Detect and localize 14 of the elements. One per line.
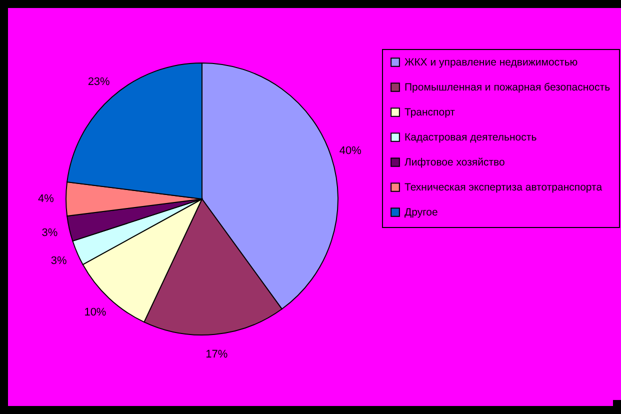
data-label: 4% [38,193,54,205]
legend-label: ЖКХ и управление недвижимостью [404,56,578,68]
data-label: 17% [206,348,228,360]
legend-label: Лифтовое хозяйство [404,156,505,168]
data-label: 3% [50,254,67,267]
legend-label: Другое [404,206,438,218]
data-label: 3% [42,227,58,240]
data-label: 10% [84,306,106,319]
legend-label: Техническая экспертиза автотранспорта [404,181,602,194]
legend-label: Промышленная и пожарная безопасность [404,81,611,94]
data-label: 23% [88,76,110,88]
data-label: 40% [339,144,362,157]
legend-label: Транспорт [404,106,456,118]
legend-label: Кадастровая деятельность [404,131,538,144]
